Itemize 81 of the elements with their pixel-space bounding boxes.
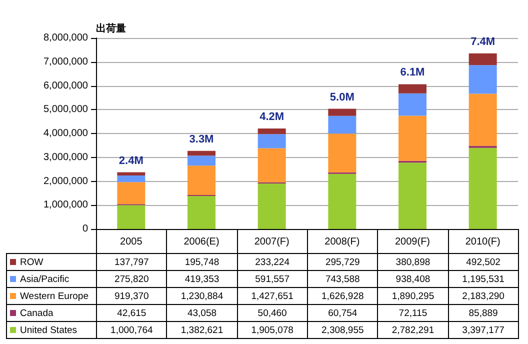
data-label: 419,353: [166, 270, 238, 288]
data-label: 2,183,290: [448, 288, 518, 304]
data-label: 1,195,531: [448, 270, 518, 288]
total-label: 3.3M: [189, 133, 214, 146]
data-label: 2,782,291: [378, 322, 448, 338]
x-tick-label: 2008(F): [324, 236, 360, 248]
bar: [117, 172, 146, 176]
data-label: 1,000,764: [96, 322, 167, 338]
bar: [258, 184, 286, 229]
bar: [328, 116, 356, 134]
data-label: 85,889: [448, 304, 518, 322]
y-tick-label: 7,000,000: [44, 56, 88, 68]
bar: [468, 94, 497, 146]
bar: [188, 150, 216, 156]
x-tick-label: 2006(E): [184, 236, 220, 248]
data-label: 1,890,295: [378, 288, 448, 304]
data-label: 295,729: [307, 254, 378, 270]
bar: [117, 182, 146, 204]
x-tick-label: 2005: [120, 236, 143, 248]
bar: [328, 174, 356, 229]
data-label: 1,382,621: [166, 322, 238, 338]
x-tick-label: 2009(F): [394, 236, 430, 248]
legend-label: Canada: [6, 304, 96, 322]
total-label: 2.4M: [118, 154, 144, 167]
x-tick-label: 2007(F): [254, 236, 290, 248]
bar: [328, 108, 356, 116]
y-axis-title: 出荷量: [96, 22, 126, 34]
data-label: 1,905,078: [237, 322, 308, 338]
data-label: 2,308,955: [307, 322, 378, 338]
y-tick-label: 1,000,000: [44, 200, 88, 211]
total-label: 6.1M: [400, 66, 425, 79]
y-tick-label: 8,000,000: [44, 32, 88, 44]
legend-label: Asia/Pacific: [6, 270, 96, 288]
y-tick-label: 5,000,000: [44, 104, 88, 116]
bar: [258, 134, 286, 148]
legend-label: ROW: [6, 254, 96, 270]
total-label: 7.4M: [470, 36, 496, 48]
data-label: 43,058: [166, 304, 238, 322]
bar: [468, 148, 497, 229]
data-label: 743,588: [307, 270, 378, 288]
bar: [258, 128, 286, 134]
data-label: 72,115: [378, 304, 448, 322]
y-tick-label: 2,000,000: [44, 176, 88, 187]
data-label: 1,626,928: [307, 288, 378, 304]
x-tick-label: 2010(F): [465, 236, 500, 248]
data-label: 938,408: [378, 270, 448, 288]
legend-label: United States: [6, 322, 96, 338]
y-tick-label: 0: [82, 224, 88, 234]
bar: [188, 196, 216, 229]
legend-label: Western Europe: [6, 288, 96, 304]
bar: [468, 53, 497, 66]
data-label: 275,820: [96, 270, 167, 288]
bar: [188, 166, 216, 195]
bar: [117, 205, 146, 229]
data-label: 380,898: [378, 254, 448, 270]
total-label: 5.0M: [330, 91, 354, 104]
bar: [328, 134, 356, 172]
total-label: 4.2M: [260, 111, 284, 124]
bar: [398, 93, 426, 116]
data-label: 591,557: [237, 270, 308, 288]
bar: [398, 116, 426, 161]
bar: [188, 156, 216, 166]
bar: [398, 162, 426, 229]
y-tick-label: 3,000,000: [44, 152, 88, 163]
data-label: 195,748: [166, 254, 238, 270]
bar: [398, 84, 426, 94]
data-label: 42,615: [96, 304, 167, 322]
data-label: 137,797: [96, 254, 167, 270]
data-label: 1,230,884: [166, 288, 238, 304]
bar: [468, 65, 497, 94]
data-label: 233,224: [237, 254, 308, 270]
data-label: 1,427,651: [237, 288, 308, 304]
data-label: 492,502: [448, 254, 518, 270]
y-tick-label: 6,000,000: [44, 80, 88, 92]
data-label: 60,754: [307, 304, 378, 322]
data-label: 3,397,177: [448, 322, 518, 338]
data-label: 919,370: [96, 288, 167, 304]
bar: [258, 148, 286, 182]
data-label: 50,460: [237, 304, 308, 322]
bar: [117, 176, 146, 182]
y-tick-label: 4,000,000: [44, 128, 88, 139]
